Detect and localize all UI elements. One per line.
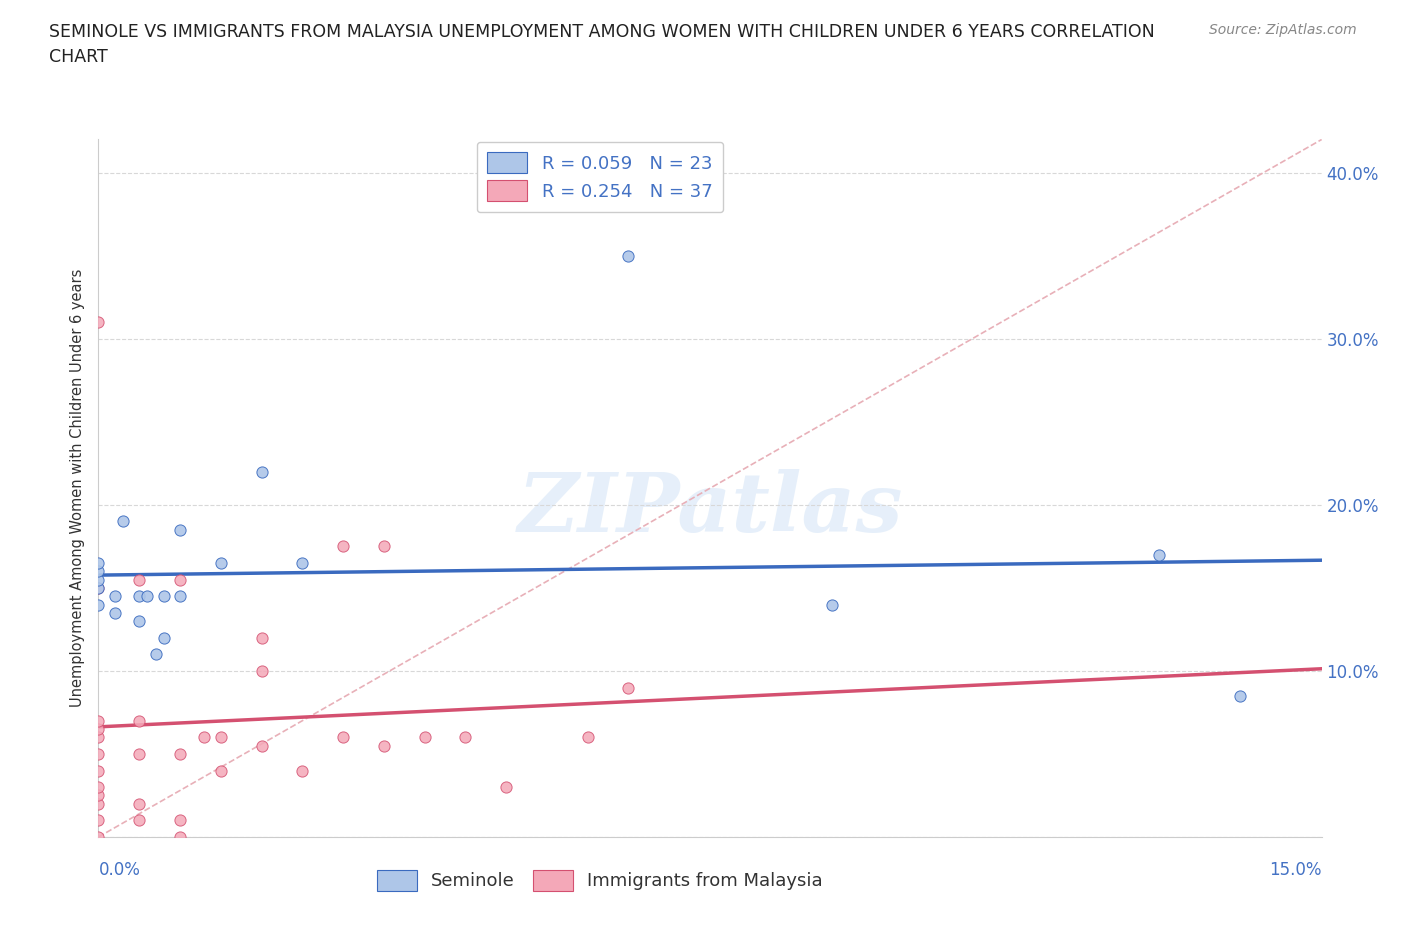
Point xyxy=(87,580,110,595)
Point xyxy=(1229,688,1251,703)
Point xyxy=(193,730,215,745)
Point xyxy=(169,813,191,828)
Point xyxy=(128,796,150,811)
Point xyxy=(136,589,159,604)
Point xyxy=(87,713,110,728)
Point xyxy=(128,713,150,728)
Point xyxy=(87,788,110,803)
Point xyxy=(250,464,273,479)
Point xyxy=(373,539,395,554)
Point xyxy=(128,813,150,828)
Point xyxy=(209,730,232,745)
Legend: Seminole, Immigrants from Malaysia: Seminole, Immigrants from Malaysia xyxy=(370,862,830,897)
Point xyxy=(152,631,174,645)
Point xyxy=(495,779,517,794)
Point xyxy=(250,663,273,678)
Point xyxy=(209,555,232,570)
Point xyxy=(169,572,191,587)
Point xyxy=(250,631,273,645)
Point xyxy=(169,830,191,844)
Point xyxy=(209,764,232,778)
Point xyxy=(373,738,395,753)
Point xyxy=(169,523,191,538)
Point xyxy=(128,572,150,587)
Text: 0.0%: 0.0% xyxy=(98,861,141,880)
Point xyxy=(128,747,150,762)
Point xyxy=(87,597,110,612)
Point xyxy=(576,730,599,745)
Point xyxy=(87,314,110,329)
Point xyxy=(87,813,110,828)
Point xyxy=(169,747,191,762)
Point xyxy=(87,564,110,578)
Point xyxy=(128,589,150,604)
Point xyxy=(128,614,150,629)
Point xyxy=(87,779,110,794)
Text: SEMINOLE VS IMMIGRANTS FROM MALAYSIA UNEMPLOYMENT AMONG WOMEN WITH CHILDREN UNDE: SEMINOLE VS IMMIGRANTS FROM MALAYSIA UNE… xyxy=(49,23,1154,41)
Point xyxy=(87,730,110,745)
Point xyxy=(332,539,354,554)
Point xyxy=(291,555,314,570)
Point xyxy=(145,647,167,662)
Point xyxy=(87,764,110,778)
Point xyxy=(87,747,110,762)
Y-axis label: Unemployment Among Women with Children Under 6 years: Unemployment Among Women with Children U… xyxy=(70,269,86,708)
Point xyxy=(87,580,110,595)
Point xyxy=(617,680,640,695)
Point xyxy=(87,796,110,811)
Point xyxy=(111,514,134,529)
Point xyxy=(87,722,110,737)
Text: CHART: CHART xyxy=(49,48,108,66)
Point xyxy=(87,555,110,570)
Point xyxy=(169,589,191,604)
Text: 15.0%: 15.0% xyxy=(1270,861,1322,880)
Point xyxy=(413,730,436,745)
Point xyxy=(291,764,314,778)
Text: ZIPatlas: ZIPatlas xyxy=(517,469,903,550)
Point xyxy=(104,605,127,620)
Point xyxy=(250,738,273,753)
Point xyxy=(617,248,640,263)
Point xyxy=(821,597,844,612)
Text: Source: ZipAtlas.com: Source: ZipAtlas.com xyxy=(1209,23,1357,37)
Point xyxy=(1147,547,1170,562)
Point xyxy=(104,589,127,604)
Point xyxy=(454,730,477,745)
Point xyxy=(332,730,354,745)
Point xyxy=(87,830,110,844)
Point xyxy=(152,589,174,604)
Point xyxy=(87,572,110,587)
